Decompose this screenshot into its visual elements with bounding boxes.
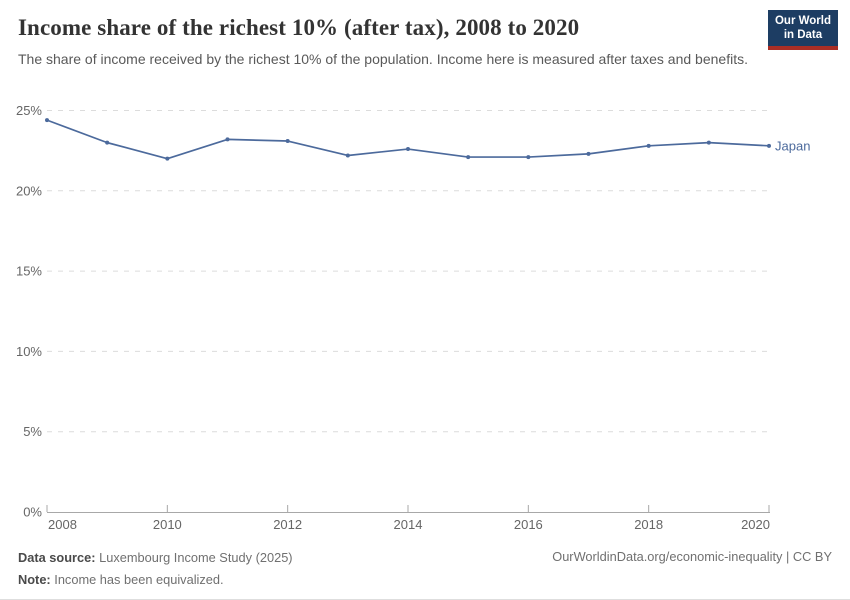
data-point xyxy=(225,137,230,142)
data-point xyxy=(165,156,170,161)
x-tick-label: 2016 xyxy=(514,517,543,532)
data-point xyxy=(767,143,771,148)
y-tick-label: 0% xyxy=(23,505,42,520)
note-value: Income has been equivalized. xyxy=(50,572,224,588)
chart-header: Income share of the richest 10% (after t… xyxy=(18,14,763,69)
x-tick-label: 2010 xyxy=(153,517,182,532)
x-tick-label: 2020 xyxy=(741,517,770,532)
y-tick-label: 10% xyxy=(16,344,42,359)
data-line-japan xyxy=(46,119,770,160)
data-source-label: Data source: xyxy=(18,550,96,565)
note-label: Note: xyxy=(18,572,51,588)
data-point xyxy=(105,140,110,145)
note-line: Note: Income has been equivalized. xyxy=(18,569,293,591)
data-point xyxy=(706,140,711,145)
x-tick-label: 2018 xyxy=(634,517,663,532)
chart-subtitle: The share of income received by the rich… xyxy=(18,50,748,67)
data-point xyxy=(466,155,471,160)
data-point xyxy=(45,118,49,123)
owid-logo: Our World in Data xyxy=(767,10,838,50)
series-end-label: Japan xyxy=(775,138,810,153)
data-point xyxy=(526,155,531,160)
data-point xyxy=(285,139,290,144)
x-tick-label: 2012 xyxy=(273,517,302,532)
data-point xyxy=(406,147,410,152)
y-tick-label: 5% xyxy=(23,424,42,439)
footer-left: Data source: Luxembourg Income Study (20… xyxy=(18,547,293,592)
x-tick-label: 2008 xyxy=(48,517,77,532)
y-tick-label: 20% xyxy=(16,183,42,198)
data-source-line: Data source: Luxembourg Income Study (20… xyxy=(18,547,293,569)
citation-link[interactable]: OurWorldinData.org/economic-inequality |… xyxy=(552,549,832,564)
owid-logo-line2: in Data xyxy=(783,29,823,42)
data-source-value: Luxembourg Income Study (2025) xyxy=(95,550,293,565)
y-tick-label: 15% xyxy=(16,264,42,279)
chart-title: Income share of the richest 10% (after t… xyxy=(18,15,580,40)
y-tick-label: 25% xyxy=(16,103,42,118)
x-tick-label: 2014 xyxy=(394,517,423,532)
data-point xyxy=(345,153,350,158)
owid-logo-line1: Our World xyxy=(774,15,831,27)
data-point xyxy=(586,151,591,156)
data-point xyxy=(646,143,651,148)
